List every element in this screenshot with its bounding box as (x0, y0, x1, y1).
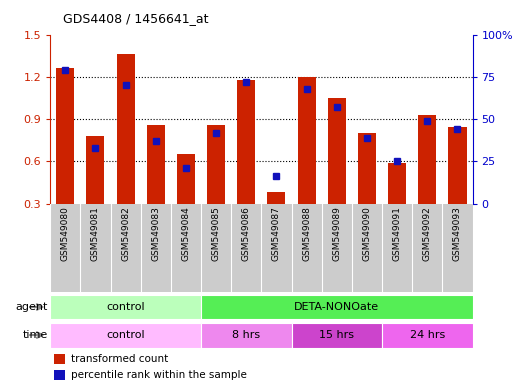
Bar (237, 79, 256, 246)
Bar (56, 68, 74, 246)
Text: GSM549086: GSM549086 (242, 206, 251, 261)
Text: GSM549083: GSM549083 (151, 206, 161, 261)
Bar (147, 125, 165, 246)
Text: 15 hrs: 15 hrs (319, 330, 354, 340)
Bar (291, 323, 382, 348)
Text: GSM549092: GSM549092 (423, 206, 432, 261)
Text: DETA-NONOate: DETA-NONOate (294, 302, 379, 312)
Bar (50, 323, 201, 348)
Bar (298, 77, 316, 246)
Text: 8 hrs: 8 hrs (232, 330, 260, 340)
Bar (358, 133, 376, 246)
Bar (388, 163, 406, 246)
Bar (448, 127, 467, 246)
Text: control: control (106, 330, 145, 340)
Bar (87, 136, 105, 246)
Text: GSM549080: GSM549080 (61, 206, 70, 261)
Text: control: control (106, 302, 145, 312)
Bar (201, 323, 291, 348)
Text: 24 hrs: 24 hrs (410, 330, 445, 340)
Bar (328, 98, 346, 246)
Bar (382, 323, 473, 348)
Bar (50, 295, 201, 319)
Text: transformed count: transformed count (71, 354, 168, 364)
Text: GDS4408 / 1456641_at: GDS4408 / 1456641_at (63, 12, 209, 25)
Text: agent: agent (15, 302, 48, 312)
Text: GSM549091: GSM549091 (393, 206, 402, 261)
Text: GSM549082: GSM549082 (121, 206, 130, 261)
Text: GSM549085: GSM549085 (212, 206, 221, 261)
Bar (177, 154, 195, 246)
Text: GSM549090: GSM549090 (362, 206, 372, 261)
Text: GSM549081: GSM549081 (91, 206, 100, 261)
Text: GSM549089: GSM549089 (332, 206, 341, 261)
Bar (54, 370, 65, 380)
Text: percentile rank within the sample: percentile rank within the sample (71, 370, 247, 380)
Bar (201, 295, 473, 319)
Text: time: time (22, 330, 48, 340)
Bar (418, 115, 436, 246)
Bar (117, 54, 135, 246)
Text: GSM549087: GSM549087 (272, 206, 281, 261)
Bar (54, 354, 65, 364)
Text: GSM549088: GSM549088 (302, 206, 311, 261)
Text: GSM549084: GSM549084 (182, 206, 191, 261)
Bar (267, 192, 286, 246)
Text: GSM549093: GSM549093 (453, 206, 462, 261)
Bar (207, 125, 225, 246)
